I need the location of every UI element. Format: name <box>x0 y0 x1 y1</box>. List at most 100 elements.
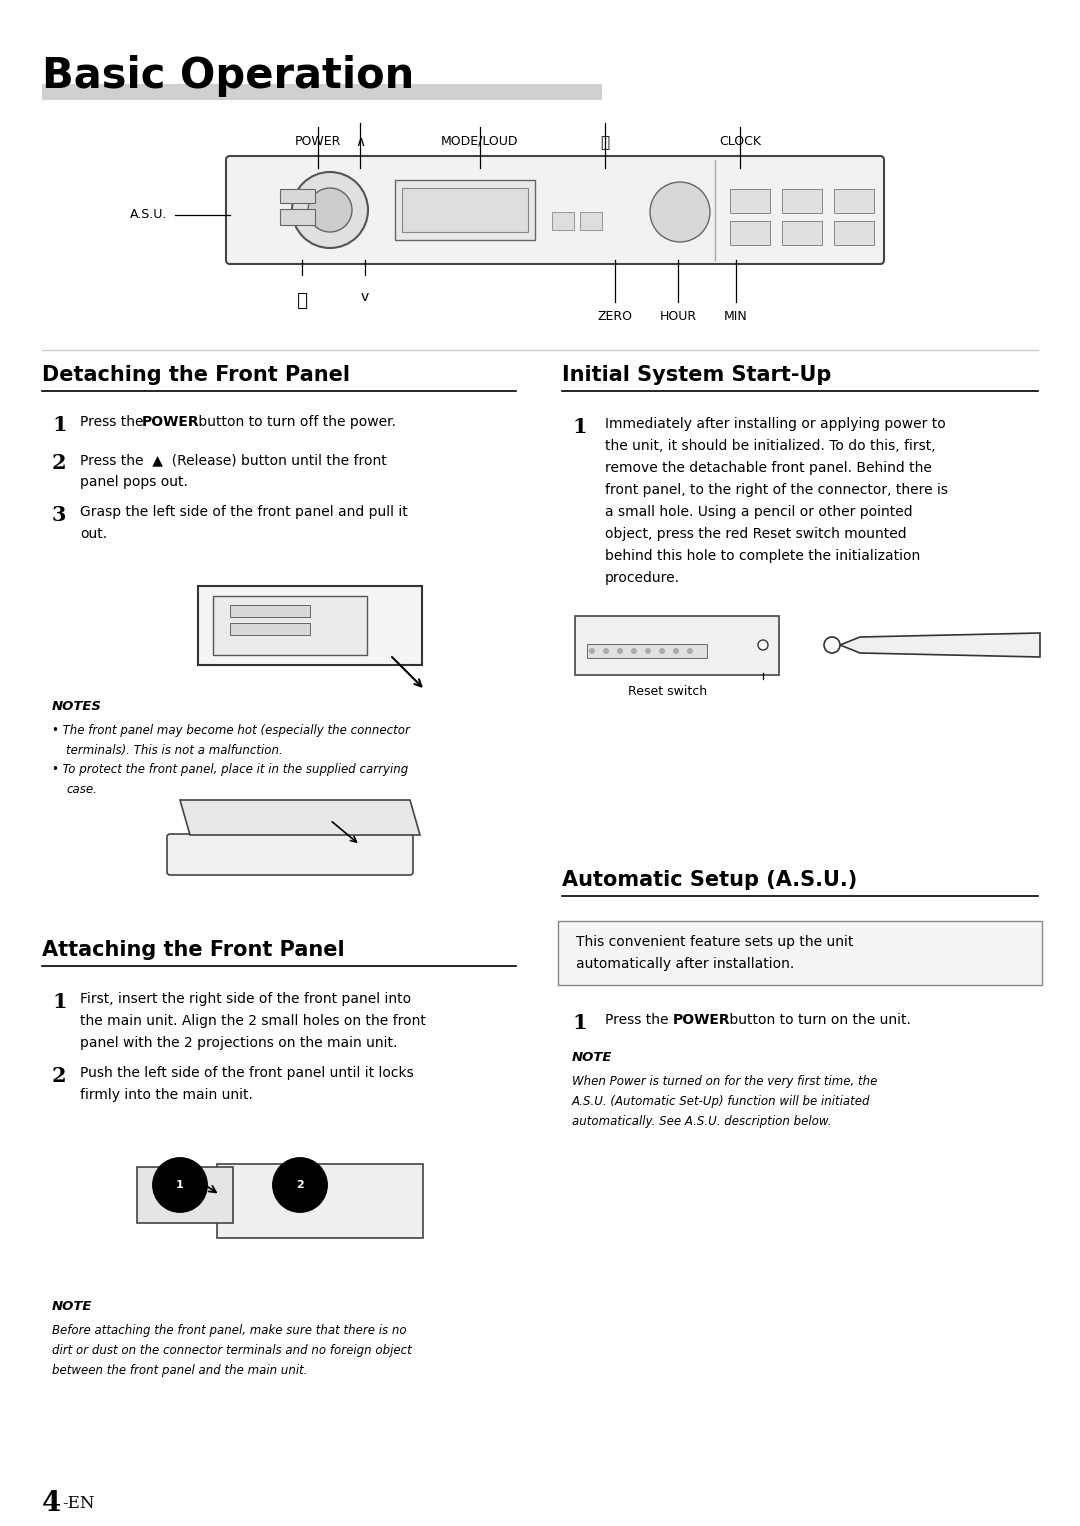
Text: button to turn on the unit.: button to turn on the unit. <box>725 1013 910 1027</box>
Polygon shape <box>180 800 420 835</box>
Text: ⏫: ⏫ <box>600 134 609 150</box>
Text: • To protect the front panel, place it in the supplied carrying: • To protect the front panel, place it i… <box>52 763 408 777</box>
Text: terminals). This is not a malfunction.: terminals). This is not a malfunction. <box>66 745 283 757</box>
Text: 3: 3 <box>52 505 67 525</box>
Text: panel pops out.: panel pops out. <box>80 475 188 488</box>
Circle shape <box>603 649 609 655</box>
Text: Automatic Setup (A.S.U.): Automatic Setup (A.S.U.) <box>562 870 858 890</box>
Text: NOTE: NOTE <box>572 1051 612 1064</box>
Text: Before attaching the front panel, make sure that there is no: Before attaching the front panel, make s… <box>52 1325 407 1337</box>
Text: A.S.U. (Automatic Set-Up) function will be initiated: A.S.U. (Automatic Set-Up) function will … <box>572 1096 870 1108</box>
Text: object, press the red Reset switch mounted: object, press the red Reset switch mount… <box>605 526 906 542</box>
Text: out.: out. <box>80 526 107 542</box>
Text: panel with the 2 projections on the main unit.: panel with the 2 projections on the main… <box>80 1036 397 1050</box>
Circle shape <box>645 649 651 655</box>
FancyBboxPatch shape <box>198 586 422 665</box>
Text: A.S.U.: A.S.U. <box>130 209 167 221</box>
Text: 4: 4 <box>42 1489 62 1517</box>
Circle shape <box>824 636 840 653</box>
Text: Press the: Press the <box>80 415 148 429</box>
Text: -EN: -EN <box>62 1495 95 1512</box>
Text: case.: case. <box>66 783 97 797</box>
FancyBboxPatch shape <box>167 835 413 874</box>
Bar <box>42 84 602 101</box>
Circle shape <box>308 188 352 232</box>
Text: 1: 1 <box>572 1013 586 1033</box>
Text: ⏫: ⏫ <box>297 290 308 308</box>
Circle shape <box>650 182 710 243</box>
FancyBboxPatch shape <box>226 156 885 264</box>
Text: NOTE: NOTE <box>52 1300 93 1312</box>
Text: v: v <box>361 290 369 304</box>
Bar <box>782 221 822 246</box>
Text: a small hole. Using a pencil or other pointed: a small hole. Using a pencil or other po… <box>605 505 913 519</box>
Text: 1: 1 <box>52 992 67 1012</box>
Bar <box>280 209 315 224</box>
Bar <box>230 604 310 617</box>
Text: Detaching the Front Panel: Detaching the Front Panel <box>42 365 350 385</box>
Text: When Power is turned on for the very first time, the: When Power is turned on for the very fir… <box>572 1074 877 1088</box>
FancyBboxPatch shape <box>558 922 1042 984</box>
Text: MIN: MIN <box>724 310 747 324</box>
Circle shape <box>617 649 623 655</box>
Circle shape <box>673 649 679 655</box>
Bar <box>552 212 573 230</box>
FancyBboxPatch shape <box>137 1167 233 1222</box>
Text: 1: 1 <box>176 1180 184 1190</box>
Bar <box>834 221 874 246</box>
Circle shape <box>659 649 665 655</box>
Text: Reset switch: Reset switch <box>629 685 707 697</box>
Text: Basic Operation: Basic Operation <box>42 55 415 98</box>
Text: This convenient feature sets up the unit: This convenient feature sets up the unit <box>576 935 853 949</box>
Bar <box>230 623 310 635</box>
Text: Initial System Start-Up: Initial System Start-Up <box>562 365 832 385</box>
Text: • The front panel may become hot (especially the connector: • The front panel may become hot (especi… <box>52 723 410 737</box>
Bar <box>588 644 707 658</box>
Text: POWER: POWER <box>141 415 200 429</box>
Bar <box>730 189 770 214</box>
Text: procedure.: procedure. <box>605 571 680 584</box>
Text: Push the left side of the front panel until it locks: Push the left side of the front panel un… <box>80 1067 414 1080</box>
Text: Press the: Press the <box>605 1013 673 1027</box>
Text: Immediately after installing or applying power to: Immediately after installing or applying… <box>605 417 946 430</box>
Bar <box>402 188 528 232</box>
Circle shape <box>758 639 768 650</box>
Text: Grasp the left side of the front panel and pull it: Grasp the left side of the front panel a… <box>80 505 408 519</box>
Text: MODE/LOUD: MODE/LOUD <box>442 134 518 148</box>
Text: between the front panel and the main unit.: between the front panel and the main uni… <box>52 1364 308 1376</box>
Text: ZERO: ZERO <box>597 310 633 324</box>
FancyBboxPatch shape <box>217 1164 423 1238</box>
Circle shape <box>292 172 368 249</box>
FancyBboxPatch shape <box>213 597 367 655</box>
Text: 2: 2 <box>52 1067 67 1087</box>
Text: First, insert the right side of the front panel into: First, insert the right side of the fron… <box>80 992 411 1006</box>
Bar <box>782 189 822 214</box>
Text: button to turn off the power.: button to turn off the power. <box>194 415 396 429</box>
Text: the main unit. Align the 2 small holes on the front: the main unit. Align the 2 small holes o… <box>80 1013 426 1029</box>
Text: 1: 1 <box>52 415 67 435</box>
Text: firmly into the main unit.: firmly into the main unit. <box>80 1088 253 1102</box>
Text: HOUR: HOUR <box>660 310 697 324</box>
Text: CLOCK: CLOCK <box>719 134 761 148</box>
Text: 1: 1 <box>572 417 586 436</box>
Bar <box>280 189 315 203</box>
Bar <box>395 180 535 240</box>
Text: Press the  ▲  (Release) button until the front: Press the ▲ (Release) button until the f… <box>80 453 387 467</box>
Circle shape <box>589 649 595 655</box>
Text: automatically after installation.: automatically after installation. <box>576 957 794 971</box>
Bar <box>834 189 874 214</box>
FancyBboxPatch shape <box>575 617 779 674</box>
Text: POWER: POWER <box>295 134 341 148</box>
Text: dirt or dust on the connector terminals and no foreign object: dirt or dust on the connector terminals … <box>52 1344 411 1357</box>
Text: front panel, to the right of the connector, there is: front panel, to the right of the connect… <box>605 484 948 497</box>
Bar <box>730 221 770 246</box>
Text: 2: 2 <box>296 1180 303 1190</box>
Text: NOTES: NOTES <box>52 700 102 713</box>
Text: behind this hole to complete the initialization: behind this hole to complete the initial… <box>605 549 920 563</box>
Bar <box>580 212 602 230</box>
Text: the unit, it should be initialized. To do this, first,: the unit, it should be initialized. To d… <box>605 439 935 453</box>
Text: ∧: ∧ <box>355 134 365 150</box>
Circle shape <box>687 649 693 655</box>
Polygon shape <box>840 633 1040 658</box>
Text: POWER: POWER <box>673 1013 731 1027</box>
